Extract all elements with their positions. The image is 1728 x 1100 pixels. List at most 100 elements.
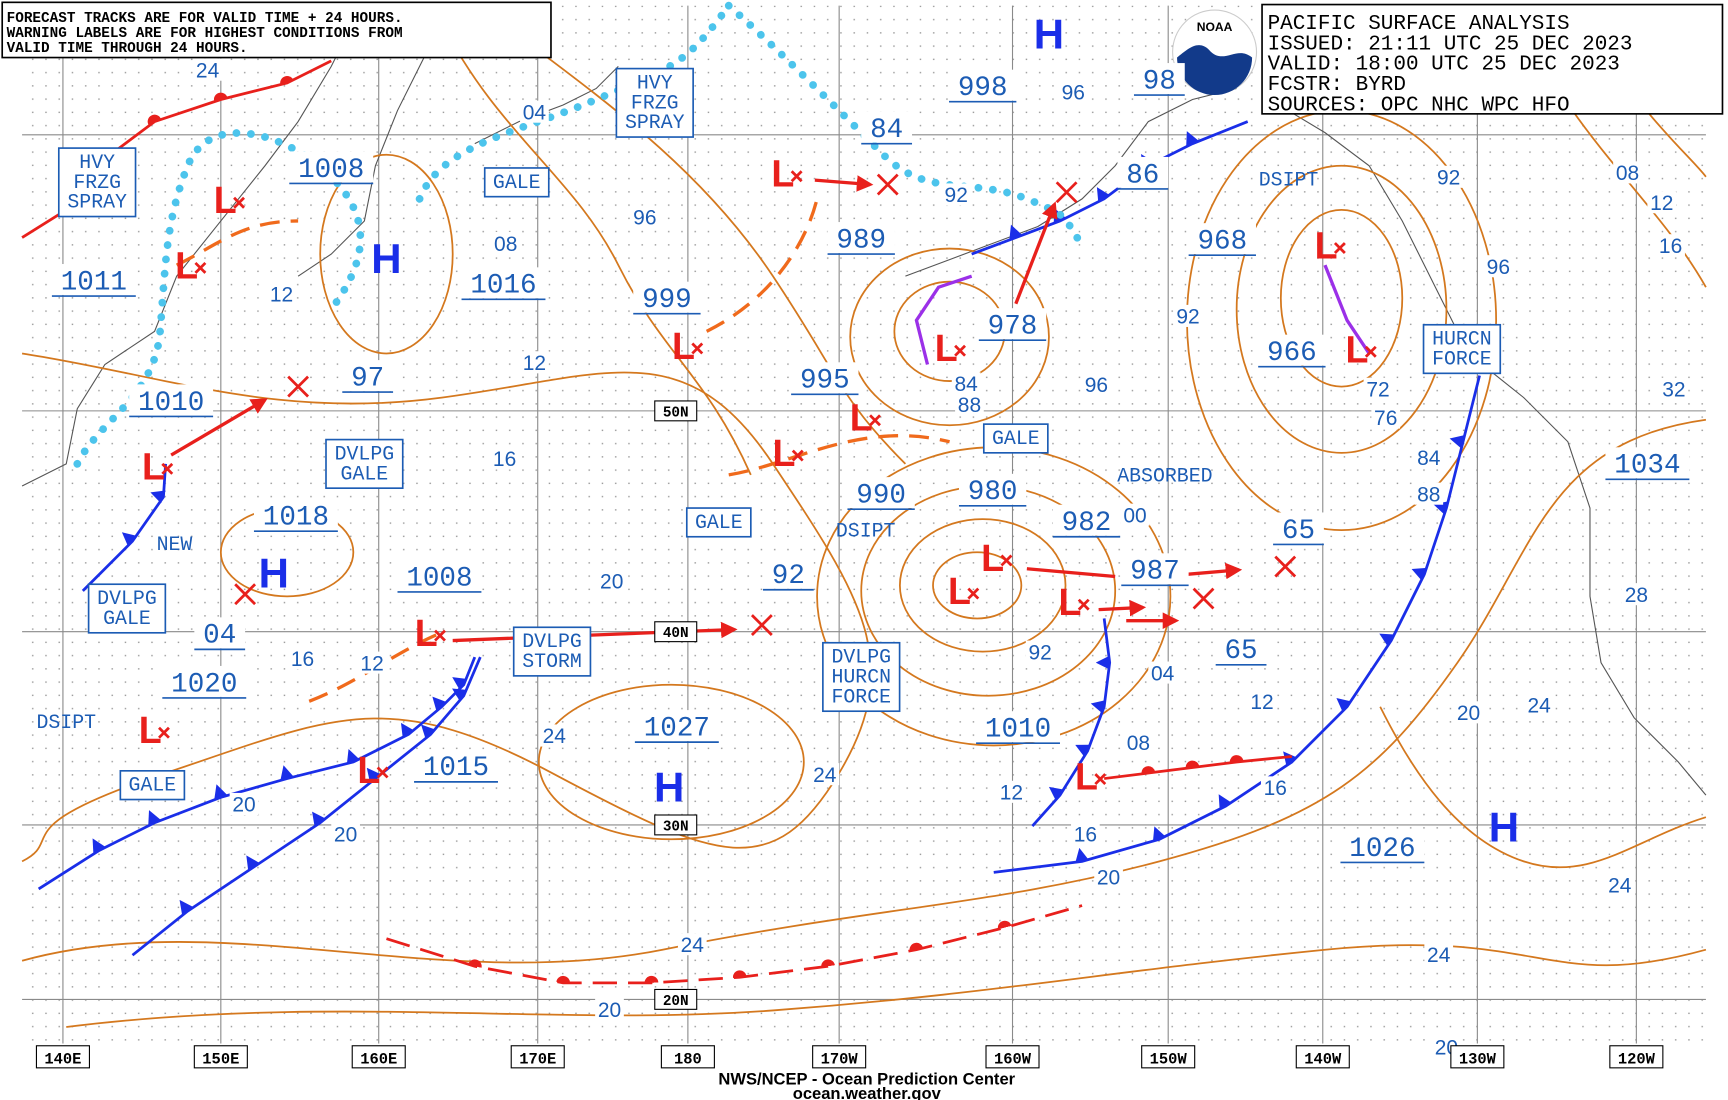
low-x	[967, 587, 980, 600]
pressure-label: 1011	[61, 267, 127, 298]
high-center: H	[654, 764, 684, 811]
low-x	[1077, 598, 1090, 611]
isobar-label-bg	[1371, 406, 1401, 429]
warning-text: DVLPG	[97, 587, 157, 610]
isobar-label-bg	[1120, 503, 1150, 526]
isobar-label-bg	[1622, 583, 1651, 606]
lat-label-box	[654, 400, 698, 422]
isobar-label-bg	[1173, 304, 1203, 327]
warning-box	[1422, 323, 1502, 375]
isobar-label: 20	[1457, 702, 1480, 725]
low-x	[1094, 773, 1107, 786]
latitude-label: 50N	[663, 405, 689, 421]
isobar-label: 20	[334, 823, 357, 846]
isobar-label-bg	[539, 724, 569, 747]
lon-label-box	[1141, 1045, 1196, 1069]
warning-text: FORCE	[1432, 348, 1492, 371]
low-center: L	[771, 153, 794, 195]
pressure-label: 995	[800, 366, 850, 397]
pressure-label: 978	[988, 312, 1038, 343]
pressure-label-bg	[129, 384, 214, 416]
isobar-label: 24	[196, 59, 220, 82]
low-x	[954, 344, 967, 357]
longitude-label: 150E	[202, 1050, 239, 1068]
lon-label-box	[510, 1045, 565, 1069]
isobar-label: 00	[1123, 504, 1146, 527]
isobar-label: 24	[681, 934, 705, 957]
low-center: L	[1075, 756, 1098, 798]
low-x	[1333, 242, 1346, 254]
pressure-label-bg	[861, 111, 913, 143]
low-center: L	[1058, 581, 1081, 623]
isobar-label: 24	[1608, 874, 1632, 897]
low-center: L	[935, 327, 958, 369]
isobar-label-bg	[1363, 377, 1393, 400]
warning-box	[87, 583, 167, 634]
pressure-label-bg	[1117, 156, 1169, 188]
isobar-label-bg	[288, 647, 317, 670]
isobar-label-bg	[1124, 731, 1153, 754]
pressure-label: 1026	[1349, 834, 1415, 865]
pressure-label-bg	[634, 710, 719, 742]
isobar-label: 04	[1151, 662, 1175, 685]
isobar-label: 04	[523, 101, 547, 124]
isobar-label: 16	[1074, 823, 1097, 846]
pressure-label-bg	[1133, 63, 1185, 94]
pressure-label-bg	[397, 559, 482, 591]
low-x	[161, 462, 174, 475]
forecast-position	[1055, 181, 1078, 204]
longitude-label: 160W	[994, 1050, 1032, 1068]
low-center: L	[139, 709, 162, 751]
isobar-label-bg	[1082, 373, 1111, 396]
forecast-position	[750, 614, 773, 636]
isobar-label: 20	[1097, 867, 1120, 890]
isobar-label-bg	[941, 183, 971, 206]
isobar-label: 08	[1616, 162, 1639, 185]
lon-label-box	[193, 1045, 248, 1069]
pressure-label-bg	[978, 308, 1047, 340]
forecast-position	[287, 375, 310, 398]
warning-box	[57, 147, 137, 218]
warning-text: GALE	[103, 607, 151, 630]
pressure-label: 1008	[298, 155, 364, 186]
pressure-label: 999	[642, 285, 692, 316]
low-x	[434, 629, 446, 642]
pressure-label: 04	[203, 621, 236, 652]
pressure-label: 1020	[171, 669, 237, 700]
pressure-label-bg	[791, 362, 859, 394]
noaa-logo-wave	[1177, 45, 1253, 96]
pressure-label: 92	[772, 561, 805, 592]
warning-text: GALE	[493, 171, 541, 194]
pressure-label-bg	[827, 222, 895, 253]
isobar-label-bg	[677, 933, 707, 956]
isobar-label: 16	[1264, 777, 1287, 800]
warning-text: HURCN	[831, 665, 891, 688]
warning-box	[982, 423, 1049, 454]
isobar-label-bg	[1071, 822, 1100, 845]
low-x	[790, 170, 803, 183]
pressure-label: 97	[351, 363, 384, 394]
isobar-label: 88	[1417, 483, 1440, 506]
pressure-label-bg	[253, 499, 338, 531]
notice-line: FORECAST TRACKS ARE FOR VALID TIME + 24 …	[7, 11, 403, 27]
pressure-label: 968	[1197, 227, 1247, 258]
pressure-label: 998	[958, 73, 1008, 104]
warning-box	[512, 626, 592, 677]
isobar-label-bg	[1260, 776, 1290, 799]
warning-text: FRZG	[73, 171, 121, 194]
warning-text: HVY	[79, 151, 115, 174]
low-center: L	[850, 397, 873, 439]
longitude-label: 120W	[1618, 1050, 1656, 1068]
isobar-label-bg	[997, 780, 1026, 803]
isobar-label: 88	[958, 394, 981, 417]
isobar-label-bg	[1454, 701, 1483, 724]
lon-label-box	[351, 1045, 406, 1069]
isobar-label: 24	[1528, 694, 1552, 717]
fronts	[21, 59, 1481, 985]
warning-box	[685, 507, 752, 538]
low-x	[1364, 345, 1377, 358]
isobar-label: 16	[291, 648, 314, 671]
isobar-label: 72	[1366, 379, 1389, 402]
pressure-label: 982	[1062, 508, 1112, 539]
low-center: L	[1346, 328, 1369, 370]
